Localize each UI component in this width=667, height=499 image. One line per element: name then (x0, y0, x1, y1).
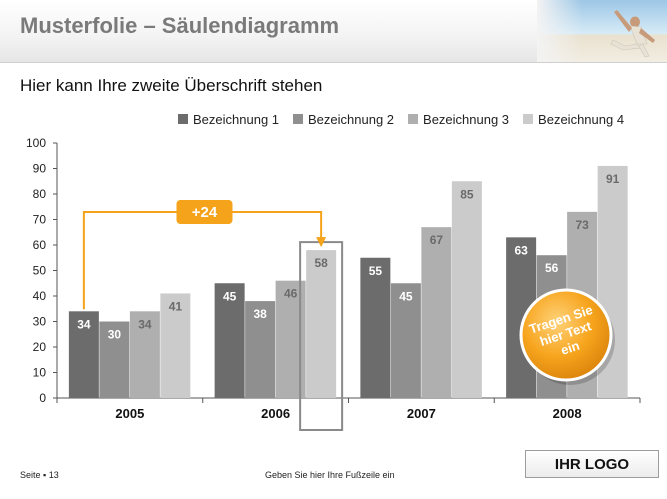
data-label: 56 (545, 261, 559, 275)
beach-photo (537, 0, 667, 62)
data-label: 73 (575, 218, 589, 232)
data-label: 55 (369, 264, 383, 278)
chart-legend: Bezeichnung 1 Bezeichnung 2 Bezeichnung … (178, 111, 624, 127)
company-logo: IHR LOGO (525, 450, 659, 478)
delta-label: +24 (192, 204, 218, 221)
bar (160, 293, 191, 398)
data-label: 30 (108, 328, 122, 342)
bar (68, 311, 99, 398)
data-label: 91 (606, 172, 620, 186)
bar (214, 283, 245, 398)
x-tick-label: 2008 (553, 406, 582, 421)
delta-callout (176, 200, 233, 224)
legend-item-4: Bezeichnung 4 (523, 111, 624, 127)
y-tick-label: 60 (33, 238, 47, 252)
bar (99, 321, 130, 398)
bar (390, 283, 421, 398)
data-label: 67 (430, 233, 444, 247)
legend-label-3: Bezeichnung 3 (423, 111, 510, 127)
bar (360, 257, 391, 398)
y-tick-label: 90 (33, 162, 47, 176)
legend-item-2: Bezeichnung 2 (293, 111, 394, 127)
comparison-arrowhead (316, 237, 327, 248)
y-tick-label: 70 (33, 213, 47, 227)
bar (306, 250, 337, 398)
data-label: 45 (223, 289, 237, 303)
y-tick-label: 30 (33, 315, 47, 329)
bar (129, 311, 160, 398)
x-tick-label: 2007 (407, 406, 436, 421)
slide-title: Musterfolie – Säulendiagramm (20, 13, 340, 38)
legend-swatch-3 (408, 114, 419, 124)
badge-text-line: ein (559, 338, 582, 358)
page-number: Seite ▪ 13 (20, 470, 59, 480)
legend-label-1: Bezeichnung 1 (193, 111, 280, 127)
bar (245, 301, 276, 398)
data-label: 45 (399, 289, 413, 303)
x-tick-label: 2005 (115, 406, 144, 421)
data-label: 46 (284, 287, 298, 301)
footer-text: Geben Sie hier Ihre Fußzeile ein (265, 470, 395, 480)
bar (451, 181, 482, 398)
data-label: 63 (514, 243, 528, 257)
data-label: 34 (138, 317, 152, 331)
data-label: 41 (169, 299, 183, 313)
legend-swatch-1 (178, 114, 188, 124)
x-tick-label: 2006 (261, 406, 290, 421)
data-label: 38 (253, 307, 267, 321)
bar (421, 227, 452, 398)
legend-label-4: Bezeichnung 4 (538, 111, 625, 127)
column-chart: 0 10 20 30 40 50 60 70 80 90 100 2005 2006 2007 2008 3… (26, 136, 641, 431)
slide-header: Musterfolie – Säulendiagramm (0, 0, 667, 63)
data-label: 58 (314, 256, 328, 270)
legend-item-3: Bezeichnung 3 (408, 111, 509, 127)
data-label: 34 (77, 317, 91, 331)
badge-circle (519, 288, 613, 382)
legend-swatch-4 (523, 114, 534, 124)
slide-subtitle: Hier kann Ihre zweite Überschrift stehen (20, 76, 323, 95)
y-tick-label: 10 (33, 366, 47, 380)
y-tick-label: 100 (26, 136, 46, 150)
legend-label-2: Bezeichnung 2 (308, 111, 395, 127)
y-tick-label: 20 (33, 340, 47, 354)
data-label: 85 (460, 187, 474, 201)
legend-swatch-2 (293, 114, 304, 124)
y-tick-label: 80 (33, 187, 47, 201)
y-tick-label: 0 (39, 391, 46, 405)
y-tick-label: 40 (33, 289, 47, 303)
legend-item-1: Bezeichnung 1 (178, 111, 279, 127)
y-tick-label: 50 (33, 264, 47, 278)
